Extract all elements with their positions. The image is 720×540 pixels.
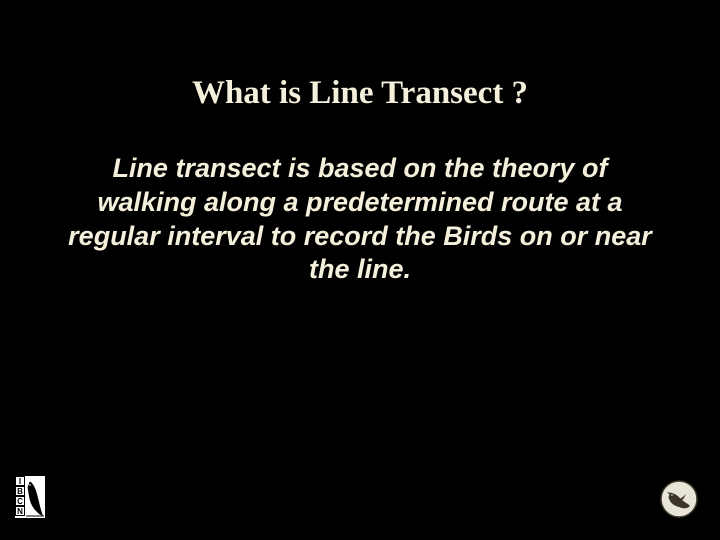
ibcn-logo-icon: I B C N (15, 476, 45, 518)
svg-text:B: B (17, 487, 23, 496)
ibcn-logo: I B C N (15, 476, 45, 518)
bird-circle-logo (660, 480, 698, 518)
slide-body-text: Line transect is based on the theory of … (60, 152, 660, 287)
slide: What is Line Transect ? Line transect is… (0, 0, 720, 540)
svg-text:N: N (17, 507, 23, 516)
svg-text:C: C (17, 497, 23, 506)
bird-circle-icon (660, 480, 698, 518)
slide-title: What is Line Transect ? (0, 0, 720, 112)
svg-text:I: I (19, 477, 21, 486)
